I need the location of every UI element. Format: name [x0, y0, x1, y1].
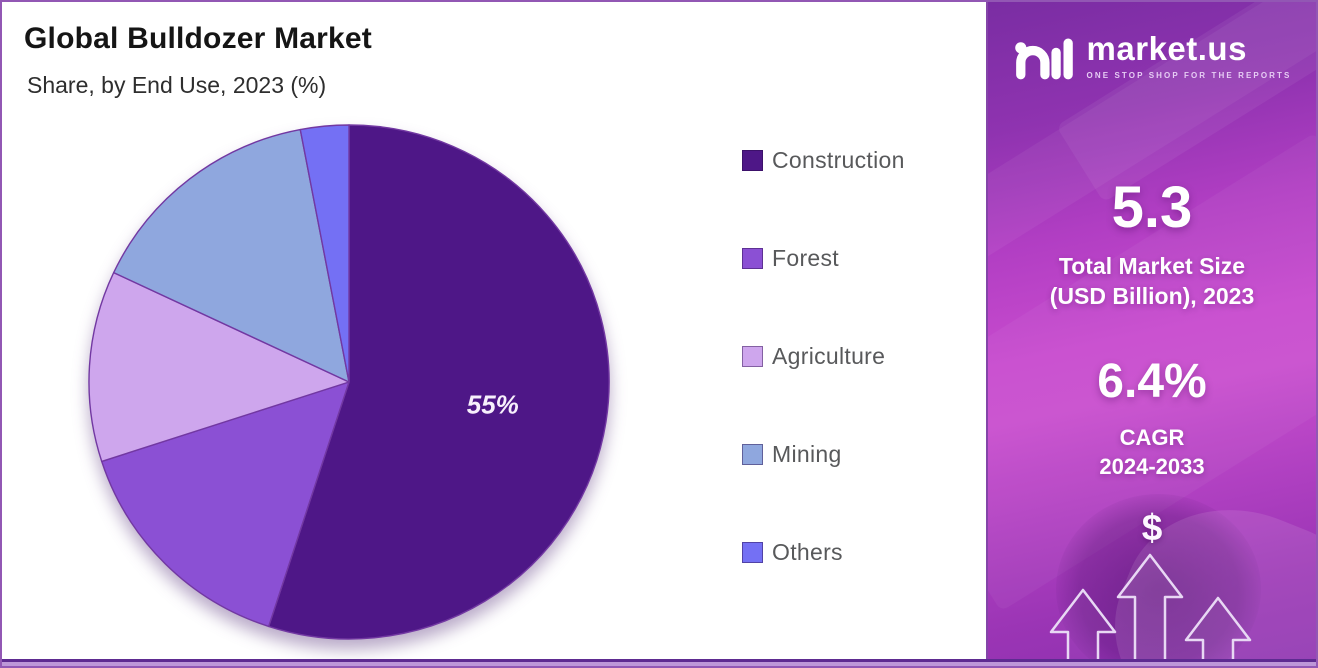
- cagr-label-line2: 2024-2033: [1099, 453, 1205, 479]
- market-size-label: Total Market Size (USD Billion), 2023: [988, 252, 1316, 312]
- pie-slice-others: [299, 124, 350, 383]
- legend-swatch-construction: [742, 149, 763, 171]
- cagr-value: 6.4%: [1097, 355, 1207, 408]
- pie-slice-agriculture: [88, 271, 350, 463]
- legend-swatch-forest: [742, 247, 763, 269]
- legend-label-forest: Forest: [772, 244, 839, 271]
- brand-tagline: ONE STOP SHOP FOR THE REPORTS: [1086, 70, 1292, 80]
- pie-slice-construction: [268, 124, 610, 640]
- legend-swatch-mining: [742, 443, 763, 465]
- pie-slice-forest: [101, 381, 350, 628]
- brand-text-block: market.us ONE STOP SHOP FOR THE REPORTS: [1086, 30, 1292, 80]
- pie-legend: Construction Forest Agriculture Mining O…: [742, 147, 905, 637]
- cagr-label-line1: CAGR: [1119, 425, 1185, 450]
- legend-item-others: Others: [742, 539, 905, 565]
- legend-item-construction: Construction: [742, 147, 905, 173]
- legend-label-construction: Construction: [772, 146, 905, 173]
- legend-label-mining: Mining: [772, 440, 842, 467]
- bottom-border-strip: [2, 659, 1316, 666]
- brand-name: market.us: [1086, 30, 1247, 67]
- legend-swatch-others: [742, 541, 763, 563]
- market-size-label-line1: Total Market Size: [1058, 253, 1246, 279]
- legend-item-mining: Mining: [742, 441, 905, 467]
- brand-logo: market.us ONE STOP SHOP FOR THE REPORTS: [988, 30, 1316, 84]
- growth-arrows-icon: [1049, 553, 1252, 666]
- chart-title: Global Bulldozer Market: [24, 22, 372, 55]
- marketus-logo-icon: [1014, 38, 1073, 80]
- market-size-value: 5.3: [1111, 175, 1193, 240]
- sidebar-decor-circle: [1056, 494, 1261, 666]
- legend-label-agriculture: Agriculture: [772, 342, 886, 369]
- pie-slice-mining: [113, 128, 350, 383]
- cagr-label: CAGR 2024-2033: [988, 424, 1316, 481]
- chart-panel: Global Bulldozer Market Share, by End Us…: [2, 2, 988, 666]
- legend-item-forest: Forest: [742, 245, 905, 271]
- legend-label-others: Others: [772, 538, 843, 565]
- pie-slice-label: 55%: [467, 390, 519, 420]
- brand-sidebar: market.us ONE STOP SHOP FOR THE REPORTS …: [988, 2, 1316, 666]
- legend-item-agriculture: Agriculture: [742, 343, 905, 369]
- legend-swatch-agriculture: [742, 345, 763, 367]
- dollar-icon: $: [1141, 507, 1163, 548]
- market-size-label-line2: (USD Billion), 2023: [1049, 282, 1255, 309]
- chart-subtitle: Share, by End Use, 2023 (%): [27, 72, 327, 98]
- pie-chart-svg: 55%: [88, 124, 610, 640]
